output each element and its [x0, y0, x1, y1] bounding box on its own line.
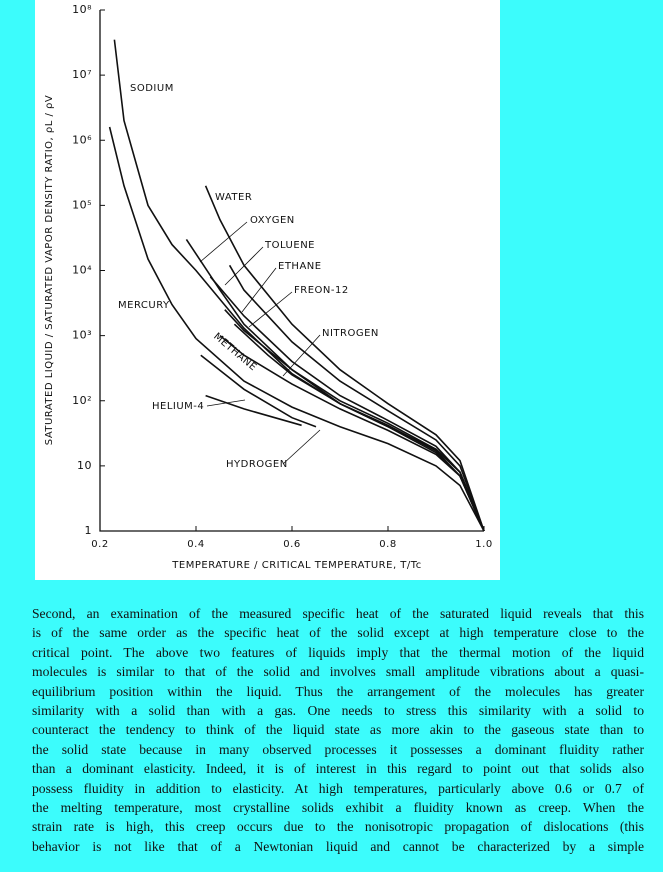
curve-label: HYDROGEN [226, 459, 288, 470]
curve [228, 264, 485, 532]
curve-label: NITROGEN [322, 328, 379, 339]
text-line: equilibrium position within the liquid. … [32, 683, 644, 699]
text-line: than a dominant elasticity. Indeed, it i… [32, 761, 644, 777]
text-line: the solid state because in many observed… [32, 741, 644, 757]
leader-line [241, 267, 277, 313]
leader-line [282, 429, 321, 465]
x-tick-label: 0.8 [379, 539, 396, 550]
curve-label: HELIUM-4 [152, 401, 204, 412]
x-tick-label: 1.0 [475, 539, 492, 550]
y-tick-label: 10⁵ [72, 198, 92, 211]
y-tick-label: 10⁶ [72, 133, 92, 146]
text-line: is of the same order as the specific hea… [32, 625, 644, 641]
x-axis-label: TEMPERATURE / CRITICAL TEMPERATURE, T/Tc [171, 560, 421, 571]
curve [204, 185, 485, 532]
x-tick-label: 0.6 [283, 539, 300, 550]
curve-label: FREON-12 [294, 285, 349, 296]
curve [185, 238, 485, 532]
curve-label: MERCURY [118, 300, 170, 311]
leader-line [248, 291, 293, 328]
curve-label: WATER [215, 192, 252, 203]
y-tick-label: 10⁴ [72, 264, 92, 277]
curve [108, 126, 485, 532]
text-line: critical point. The above two features o… [32, 644, 644, 660]
y-axis-label: SATURATED LIQUID / SATURATED VAPOR DENSI… [44, 95, 55, 445]
curve [205, 394, 302, 427]
text-line: molecules is similar to that of the soli… [32, 664, 644, 680]
curve [219, 334, 485, 532]
text-line: strain rate is high, this creep occurs d… [32, 819, 644, 835]
y-tick-label: 10² [72, 394, 92, 407]
text-line: possess fluidity in addition to elastici… [32, 780, 644, 796]
curve-label: ETHANE [278, 261, 322, 272]
y-tick-label: 10³ [72, 329, 92, 342]
curve [224, 309, 485, 532]
text-line: behavior is not like that of a Newtonian… [32, 838, 644, 854]
leader-line [282, 334, 321, 377]
text-line: counteract the tendency to think of the … [32, 722, 644, 738]
leader-line [224, 246, 264, 286]
leader-line [206, 399, 246, 407]
x-tick-label: 0.2 [91, 539, 108, 550]
y-tick-label: 1 [85, 524, 93, 537]
y-tick-label: 10⁷ [72, 68, 92, 81]
leader-line [199, 221, 248, 263]
text-line: similarity with a solid than with a gas.… [32, 702, 644, 718]
y-tick-label: 10 [77, 459, 92, 472]
curve [200, 354, 317, 428]
body-text: Second, an examination of the measured s… [32, 604, 644, 856]
x-tick-label: 0.4 [187, 539, 204, 550]
text-line: Second, an examination of the measured s… [32, 606, 644, 621]
curve-label: OXYGEN [250, 215, 295, 226]
chart: TEMPERATURE / CRITICAL TEMPERATURE, T/Tc… [35, 0, 500, 580]
curve-label: TOLUENE [264, 240, 315, 251]
y-tick-label: 10⁸ [72, 3, 92, 16]
curve-label: SODIUM [130, 83, 174, 94]
text-line: the melting temperature, most crystallin… [32, 799, 644, 815]
